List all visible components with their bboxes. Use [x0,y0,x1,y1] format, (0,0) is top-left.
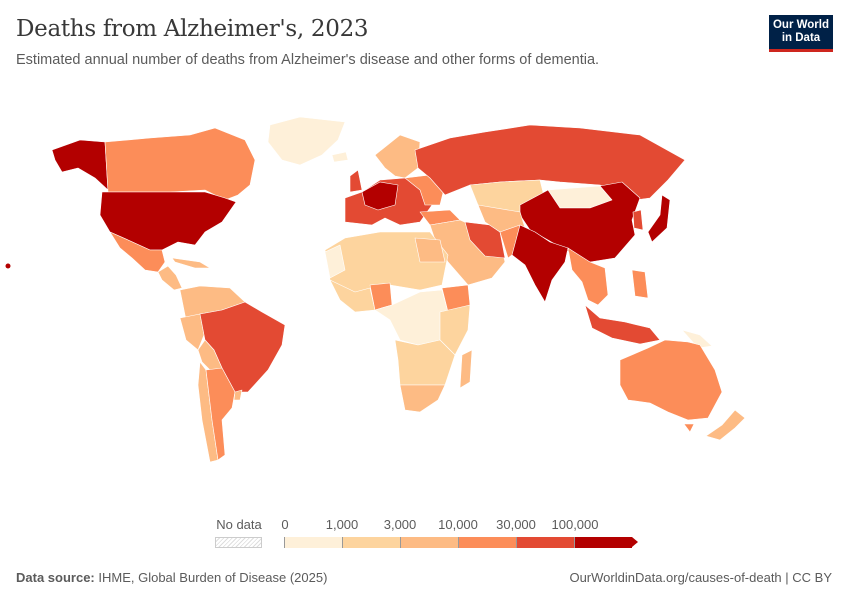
country-png[interactable] [681,329,713,349]
country-east-africa[interactable] [439,304,471,356]
legend-bin-4[interactable] [516,537,574,548]
legend-bin-5[interactable] [574,537,632,548]
world-map [5,116,746,463]
country-southeast-asia[interactable] [567,247,609,306]
data-source-text[interactable]: IHME, Global Burden of Disease (2025) [98,570,328,585]
chart-title: Deaths from Alzheimer's, 2023 [16,16,369,42]
country-southern-africa[interactable] [394,339,456,386]
country-new-zealand[interactable] [705,409,746,441]
legend-tick-4: 30,000 [496,517,536,532]
chart-subtitle: Estimated annual number of deaths from A… [16,52,600,68]
legend-no-data-label: No data [216,517,262,532]
country-uk[interactable] [349,169,363,193]
country-egypt[interactable] [414,237,446,263]
url-license[interactable]: OurWorldinData.org/causes-of-death | CC … [569,570,832,585]
country-hawaii[interactable] [5,263,11,269]
legend-color-scale [284,537,638,548]
legend-arrow-icon [632,537,638,547]
country-korea[interactable] [632,209,644,231]
country-madagascar[interactable] [459,349,473,389]
country-greenland[interactable] [267,116,346,166]
country-uruguay[interactable] [233,389,243,401]
country-germany-france[interactable] [361,181,399,211]
country-peru[interactable] [179,313,205,351]
legend-tick-5: 100,000 [551,517,599,532]
country-western-sahara[interactable] [324,244,346,279]
country-scandinavia[interactable] [374,134,421,179]
data-source-label: Data source: [16,570,95,585]
legend-tick-0: 0 [281,517,289,532]
logo-line-1: Our World [772,19,829,31]
country-australia[interactable] [619,339,723,421]
country-tasmania[interactable] [683,423,695,433]
data-source: Data source: IHME, Global Burden of Dise… [16,570,327,585]
country-argentina[interactable] [205,367,236,461]
country-russia[interactable] [414,124,686,201]
legend-bin-0[interactable] [284,537,342,548]
country-caribbean[interactable] [171,257,211,269]
country-south-africa[interactable] [399,384,446,413]
country-indonesia[interactable] [584,304,661,345]
country-iceland[interactable] [331,151,349,163]
country-alaska[interactable] [51,139,109,191]
country-philippines[interactable] [631,269,649,299]
legend-tick-3: 10,000 [438,517,478,532]
legend-tick-2: 3,000 [383,517,417,532]
legend-no-data-swatch [215,537,262,548]
legend-tick-1: 1,000 [325,517,359,532]
country-india[interactable] [511,224,569,303]
country-central-america[interactable] [157,265,183,291]
legend-bin-1[interactable] [342,537,400,548]
logo-line-2: in Data [781,32,821,44]
country-canada[interactable] [104,127,256,201]
legend-bin-3[interactable] [458,537,516,548]
country-mexico[interactable] [109,231,166,273]
legend-bin-2[interactable] [400,537,458,548]
owid-logo[interactable]: Our World in Data [769,15,833,52]
country-japan[interactable] [647,194,671,243]
